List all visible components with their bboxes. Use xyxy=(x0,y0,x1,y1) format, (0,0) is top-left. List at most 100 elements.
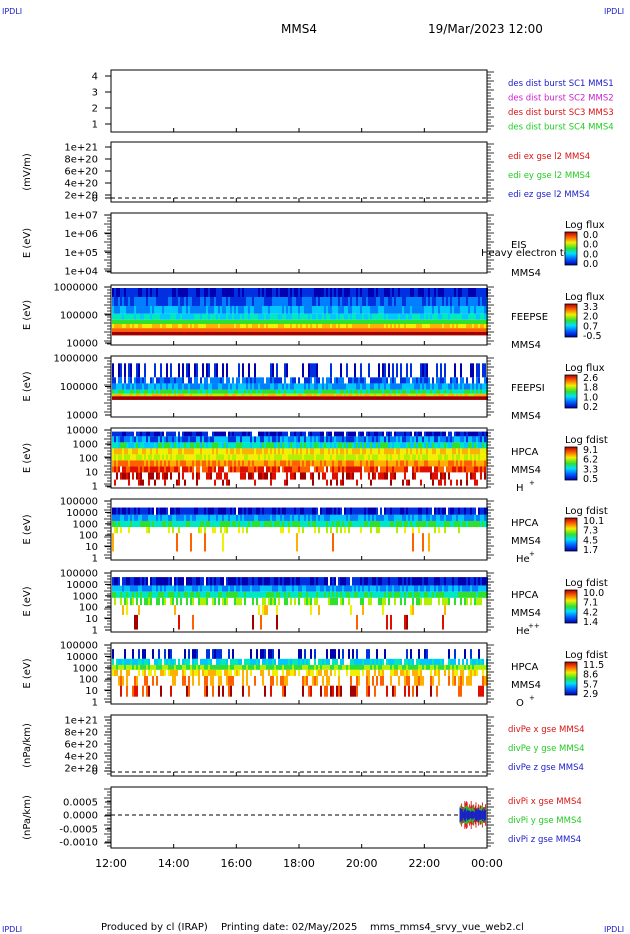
spectrogram-cell xyxy=(194,442,196,449)
spectrogram-cell xyxy=(132,436,134,443)
spectrogram-cell xyxy=(254,466,256,473)
spectrogram-cell xyxy=(168,389,170,394)
spectrogram-cell xyxy=(140,466,142,473)
spectrogram-cell xyxy=(138,472,140,480)
spectrogram-cell xyxy=(262,306,264,314)
spectrogram-cell xyxy=(114,288,116,297)
spectrogram-cell xyxy=(244,442,246,449)
spectrogram-cell xyxy=(196,479,198,486)
spectrogram-cell xyxy=(120,507,122,515)
spectrogram-cell xyxy=(254,396,256,400)
spectrogram-cell xyxy=(164,328,166,332)
spectrogram-cell xyxy=(412,377,414,384)
spectrogram-cell xyxy=(452,328,454,332)
colorbar-tick-label: 0.0 xyxy=(583,249,598,260)
spectrogram-cell xyxy=(298,527,300,534)
spectrogram-cell xyxy=(240,313,242,320)
spectrogram-cell xyxy=(136,431,138,437)
spectrogram-cell xyxy=(466,288,468,297)
spectrogram-cell xyxy=(380,454,382,461)
spectrogram-cell xyxy=(144,396,146,400)
spectrogram-cell xyxy=(226,328,228,332)
spectrogram-cell xyxy=(384,514,386,521)
spectrogram-cell xyxy=(448,454,450,461)
spectrogram-cell xyxy=(306,396,308,400)
spectrogram-cell xyxy=(170,324,172,329)
spectrogram-cell xyxy=(460,288,462,297)
spectrogram-cell xyxy=(240,514,242,521)
spectrogram-cell xyxy=(436,520,438,528)
spectrogram-cell xyxy=(342,454,344,461)
spectrogram-cell xyxy=(452,324,454,329)
spectrogram-cell xyxy=(370,319,372,324)
y-tick-label: 8e+20 xyxy=(64,155,98,166)
spectrogram-cell xyxy=(246,297,248,306)
spectrogram-cell xyxy=(362,460,364,467)
spectrogram-cell xyxy=(480,396,482,400)
spectrogram-cell xyxy=(330,514,332,521)
spectrogram-cell xyxy=(330,520,332,528)
spectrogram-cell xyxy=(350,472,352,480)
spectrogram-cell xyxy=(294,442,296,449)
spectrogram-cell xyxy=(402,460,404,467)
spectrogram-cell xyxy=(234,514,236,521)
spectrogram-cell xyxy=(338,313,340,320)
spectrogram-cell xyxy=(196,472,198,480)
spectrogram-cell xyxy=(392,460,394,467)
spectrogram-cell xyxy=(420,460,422,467)
spectrogram-cell xyxy=(312,313,314,320)
spectrogram-cell xyxy=(320,319,322,324)
spectrogram-cell xyxy=(404,324,406,329)
spectrogram-cell xyxy=(444,454,446,461)
spectrogram-cell xyxy=(222,396,224,400)
spectrogram-cell xyxy=(468,507,470,515)
colorbar xyxy=(564,446,578,481)
spectrogram-cell xyxy=(208,507,210,515)
spectrogram-cell xyxy=(386,297,388,306)
colorbar-tick-label: 1.0 xyxy=(583,392,598,403)
spectrogram-cell xyxy=(234,466,236,473)
spectrogram-cell xyxy=(406,331,408,336)
spectrogram-cell xyxy=(206,514,208,521)
spectrogram-cell xyxy=(320,442,322,449)
spectrogram-cell xyxy=(338,431,340,437)
spectrogram-cell xyxy=(124,383,126,390)
spectrogram-cell xyxy=(118,454,120,461)
spectrogram-cell xyxy=(196,396,198,400)
spectrogram-cell xyxy=(144,436,146,443)
y-tick-label: 6e+20 xyxy=(64,167,98,178)
spectrogram-cell xyxy=(222,577,224,586)
spectrogram-cell xyxy=(234,431,236,437)
spectrogram-cell xyxy=(444,527,446,534)
spectrogram-cell xyxy=(372,377,374,384)
spectrogram-cell xyxy=(390,514,392,521)
spectrogram-cell xyxy=(386,383,388,390)
spectrogram-cell xyxy=(144,448,146,455)
spectrogram-cell xyxy=(302,363,304,378)
spectrogram-cell xyxy=(258,514,260,521)
spectrogram-cell xyxy=(218,472,220,480)
spectrogram-cell xyxy=(360,393,362,397)
spectrogram-cell xyxy=(226,448,228,455)
spectrogram-cell xyxy=(412,454,414,461)
spectrogram-cell xyxy=(324,331,326,336)
spectrogram-cell xyxy=(222,442,224,449)
spectrogram-cell xyxy=(298,448,300,455)
instrument-label: EIS xyxy=(511,240,527,251)
spectrogram-cell xyxy=(144,313,146,320)
spectrogram-cell xyxy=(380,393,382,397)
spectrogram-cell xyxy=(184,297,186,306)
spectrogram-cell xyxy=(422,448,424,455)
spectrogram-cell xyxy=(278,442,280,449)
spectrogram-cell xyxy=(378,313,380,320)
spectrogram-cell xyxy=(484,297,486,306)
spectrogram-cell xyxy=(390,431,392,437)
spectrogram-cell xyxy=(452,383,454,390)
spectrogram-cell xyxy=(264,507,266,515)
spectrogram-cell xyxy=(388,436,390,443)
spectrogram-cell xyxy=(400,460,402,467)
spectrogram-cell xyxy=(460,297,462,306)
spectrogram-cell xyxy=(326,297,328,306)
spectrogram-cell xyxy=(450,306,452,314)
spectrogram-cell xyxy=(478,431,480,437)
